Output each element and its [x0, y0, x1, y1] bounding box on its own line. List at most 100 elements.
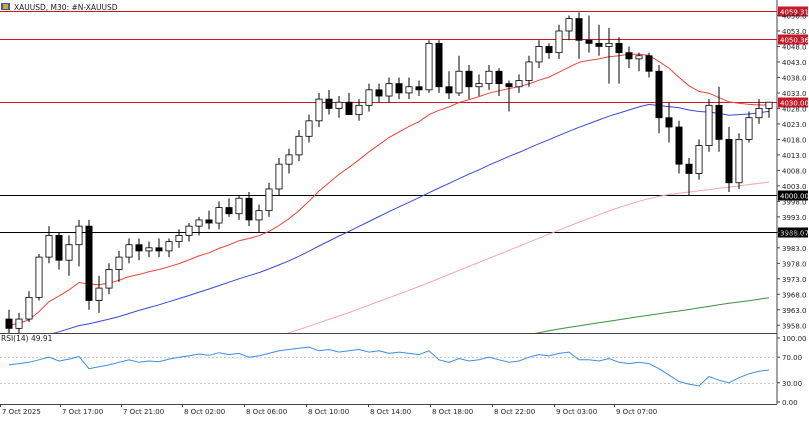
candle-body-bear	[665, 117, 673, 128]
candle-body-bull	[515, 80, 523, 88]
ma-fast-line	[8, 53, 769, 326]
rsi-tick-label: 100.00	[782, 335, 807, 343]
candle-body-bear	[415, 86, 423, 91]
candle-body-bull	[385, 83, 393, 97]
candle-body-bear	[205, 219, 213, 224]
candle-body-bear	[135, 244, 143, 252]
rsi-tick-label: 70.00	[782, 354, 802, 362]
candle-body-bull	[275, 163, 283, 190]
candle	[125, 238, 133, 264]
candle	[415, 80, 423, 97]
candle	[735, 133, 743, 189]
candle-body-bull	[175, 235, 183, 243]
candle	[705, 99, 713, 152]
x-tick-label: 9 Oct 03:00	[556, 408, 597, 416]
candle-body-bull	[45, 235, 53, 258]
y-tick-label: 4008.0	[782, 167, 807, 175]
y-tick-label: 4018.0	[782, 136, 807, 144]
candle-body-bear	[345, 101, 353, 116]
ma-slow-line	[286, 181, 770, 333]
candle	[535, 40, 543, 69]
y-tick-label: 3973.0	[782, 276, 807, 284]
price-line-label: 4050.36	[780, 37, 809, 45]
y-tick-label: 3958.0	[782, 322, 807, 330]
candle-body-bear	[225, 207, 233, 215]
candle	[745, 111, 753, 143]
candle	[465, 65, 473, 100]
candle	[585, 15, 593, 53]
candle	[595, 24, 603, 56]
candle	[475, 74, 483, 97]
candle-body-bull	[765, 101, 773, 109]
x-tick-label: 9 Oct 07:00	[616, 408, 657, 416]
candle	[295, 130, 303, 162]
candles	[5, 12, 773, 333]
candle-body-bull	[745, 117, 753, 140]
candle	[115, 250, 123, 282]
candle-body-bull	[315, 98, 323, 122]
candle	[135, 238, 143, 261]
candle-body-bull	[235, 197, 243, 215]
candle-body-bull	[525, 61, 533, 81]
rsi-tick-label: 30.00	[782, 380, 802, 388]
candle	[725, 127, 733, 193]
symbol-label: XAUUSD, M30: #N-XAUUSD	[14, 3, 118, 12]
candle-body-bear	[585, 39, 593, 44]
candle	[405, 77, 413, 100]
candle-body-bear	[615, 42, 623, 54]
price-lines: 4059.31 4050.36 4030.00 4000.00 3988.07	[0, 6, 809, 238]
candle-body-bull	[605, 42, 613, 47]
candle-body-bear	[85, 225, 93, 301]
candle	[715, 86, 723, 152]
x-tick-label: 8 Oct 10:00	[308, 408, 349, 416]
candle-body-bull	[15, 318, 23, 329]
candle	[245, 192, 253, 227]
candle-body-bull	[105, 269, 113, 289]
candle-body-bull	[565, 18, 573, 32]
rsi-line	[8, 346, 770, 387]
x-tick-label: 8 Oct 18:00	[432, 408, 473, 416]
rsi-tick-label: 0.00	[782, 399, 798, 407]
candle-body-bull	[215, 207, 223, 224]
candle	[155, 238, 163, 258]
candle	[75, 219, 83, 267]
candle	[35, 254, 43, 301]
candle-body-bear	[625, 52, 633, 60]
candle	[315, 92, 323, 128]
candle	[765, 101, 773, 118]
candle-body-bull	[95, 287, 103, 301]
candle	[145, 241, 153, 258]
candle	[335, 96, 343, 118]
y-tick-label: 3988.0	[782, 229, 807, 237]
candle-body-bull	[195, 219, 203, 227]
y-tick-label: 3978.0	[782, 260, 807, 268]
candle	[195, 216, 203, 236]
symbol-flag-icon	[1, 3, 10, 10]
candle-body-bear	[55, 235, 63, 261]
candle-body-bull	[255, 210, 263, 221]
candle-body-bull	[735, 138, 743, 184]
candle	[265, 182, 273, 217]
candle	[605, 27, 613, 84]
x-tick-label: 8 Oct 06:00	[246, 408, 287, 416]
candle	[515, 74, 523, 93]
price-axis: 4058.0 4053.0 4048.0 4043.0 4038.0 4033.0 4028…	[777, 12, 807, 330]
candle	[545, 43, 553, 59]
y-tick-label: 4023.0	[782, 121, 807, 129]
candle	[285, 148, 293, 174]
candle-body-bear	[445, 86, 453, 94]
candle	[275, 157, 283, 196]
candle	[5, 309, 13, 333]
candle-body-bear	[545, 46, 553, 54]
price-line-label: 3988.07	[780, 230, 809, 238]
rsi-panel: 100.00 70.00 30.00 0.00	[0, 335, 807, 407]
candle	[485, 65, 493, 90]
rsi-label: RSI(14) 49.91	[1, 334, 53, 343]
main-panel-frame	[0, 0, 778, 405]
candle	[305, 114, 313, 143]
price-line-tag	[778, 227, 808, 238]
candle-body-bull	[705, 104, 713, 146]
candle	[435, 40, 443, 93]
candle	[185, 223, 193, 242]
